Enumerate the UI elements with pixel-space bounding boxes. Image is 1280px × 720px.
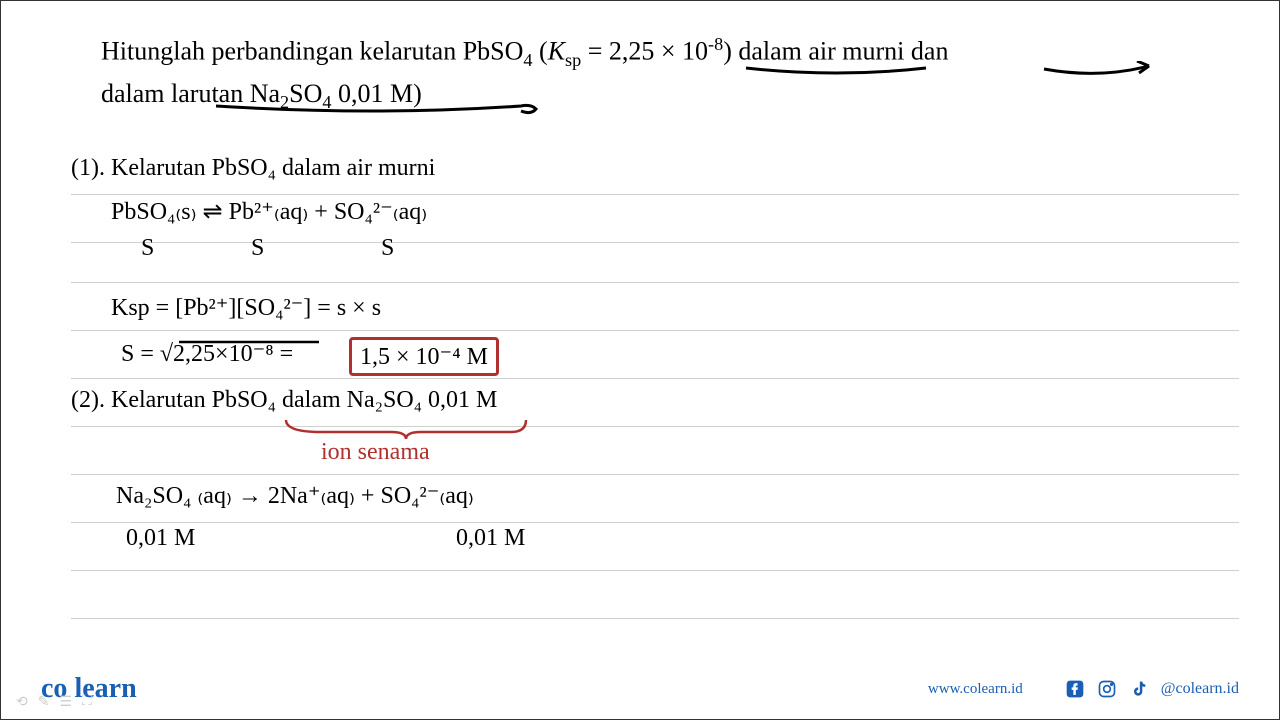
underline-ksp-value (741, 63, 931, 78)
underline-larutan (211, 101, 541, 121)
sqrt-overline (179, 337, 319, 347)
footer-url: www.colearn.id (928, 681, 1023, 698)
conc-2: 0,01 M (456, 525, 525, 552)
q-part2: ( (533, 37, 548, 66)
q-sub1: 4 (523, 50, 532, 70)
ruled-line: Ksp = [Pb²⁺][SO₄²⁻] = s × s (71, 283, 1239, 331)
edit-icon[interactable]: ✎ (38, 694, 50, 711)
footer-right: www.colearn.id @colearn.id (928, 679, 1239, 699)
player-controls: ⟲ ✎ ☰ ⛶ (16, 694, 92, 711)
instagram-icon[interactable] (1097, 679, 1117, 699)
ruled-line: (2). Kelarutan PbSO₄ dalam Na₂SO₄ 0,01 M (71, 379, 1239, 427)
q-part4: ) dalam air murni dan (723, 37, 948, 66)
ruled-line: (1). Kelarutan PbSO₄ dalam air murni (71, 147, 1239, 195)
ruled-line: 0,01 M 0,01 M (71, 523, 1239, 571)
answer-1: 1,5 × 10⁻⁴ M (349, 337, 499, 376)
ruled-line: PbSO₄₍s₎ ⇌ Pb²⁺₍aq₎ + SO₄²⁻₍aq₎ (71, 195, 1239, 243)
ruled-line: S = √2,25×10⁻⁸ = 1,5 × 10⁻⁴ M (71, 331, 1239, 379)
s-label-1: S (141, 235, 154, 262)
social-handle: @colearn.id (1161, 680, 1239, 698)
conc-1: 0,01 M (126, 525, 195, 552)
q-ksp-sub: sp (565, 50, 581, 70)
underline-air-murni (1039, 61, 1159, 81)
ruled-line: S S S (71, 243, 1239, 283)
ksp-equation: Ksp = [Pb²⁺][SO₄²⁻] = s × s (111, 293, 381, 322)
question-text: Hitunglah perbandingan kelarutan PbSO4 (… (41, 31, 1239, 117)
content-area: Hitunglah perbandingan kelarutan PbSO4 (… (1, 1, 1279, 667)
ruled-line: Na₂SO₄ ₍aq₎ → 2Na⁺₍aq₎ + SO₄²⁻₍aq₎ (71, 475, 1239, 523)
s-label-2: S (251, 235, 264, 262)
expand-icon[interactable]: ⛶ (82, 694, 92, 711)
equation-1: PbSO₄₍s₎ ⇌ Pb²⁺₍aq₎ + SO₄²⁻₍aq₎ (111, 197, 427, 226)
worked-solution: (1). Kelarutan PbSO₄ dalam air murni PbS… (41, 147, 1239, 667)
ruled-line (71, 571, 1239, 619)
q-ksp: K (548, 37, 565, 66)
step2-title: (2). Kelarutan PbSO₄ dalam Na₂SO₄ 0,01 M (71, 387, 497, 414)
footer-bar: co learn www.colearn.id @colearn.id (1, 659, 1279, 719)
equation-2: Na₂SO₄ ₍aq₎ → 2Na⁺₍aq₎ + SO₄²⁻₍aq₎ (116, 481, 474, 510)
s-label-3: S (381, 235, 394, 262)
back-icon[interactable]: ⟲ (16, 694, 28, 711)
tiktok-icon[interactable] (1129, 679, 1149, 699)
step1-title: (1). Kelarutan PbSO₄ dalam air murni (71, 155, 435, 182)
ion-senama-label: ion senama (321, 439, 430, 466)
q-sup: -8 (708, 34, 723, 54)
facebook-icon[interactable] (1065, 679, 1085, 699)
menu-icon[interactable]: ☰ (59, 694, 72, 711)
q-part1: Hitunglah perbandingan kelarutan PbSO (101, 37, 523, 66)
q-part3: = 2,25 × 10 (581, 37, 708, 66)
ruled-line: ion senama (71, 427, 1239, 475)
